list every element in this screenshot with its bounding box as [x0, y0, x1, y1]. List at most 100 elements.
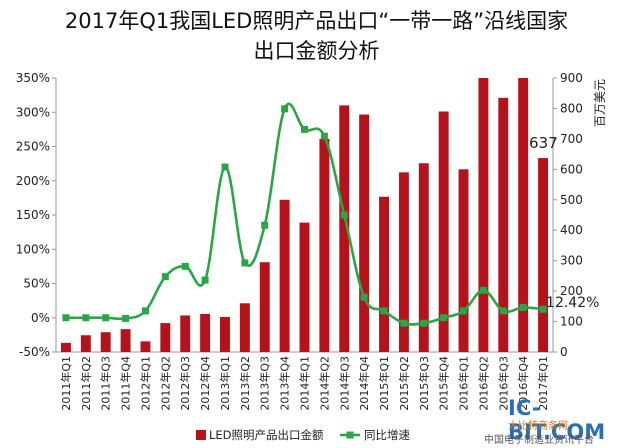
left-tick-label: 250% [16, 140, 50, 154]
growth-rate-point [141, 307, 149, 315]
bar-export-value [478, 78, 489, 352]
x-tick-label: 2011年Q1 [59, 356, 73, 411]
x-tick-label: 2015年Q4 [437, 356, 451, 411]
left-tick-label: 50% [23, 277, 50, 291]
x-tick-label: 2013年Q1 [218, 356, 232, 411]
x-tick-label: 2011年Q3 [99, 356, 113, 411]
bar-export-value [359, 114, 370, 353]
x-tick-label: 2016年Q4 [516, 356, 530, 411]
bar-export-value [100, 332, 111, 352]
bar-export-value [339, 105, 350, 353]
growth-rate-point [460, 307, 468, 315]
growth-rate-point [420, 319, 428, 327]
growth-rate-point [82, 314, 90, 322]
bar-export-value [498, 97, 509, 353]
x-tick-label: 2017年Q1 [536, 356, 550, 411]
growth-rate-point [181, 262, 189, 270]
growth-rate-point [380, 307, 388, 315]
growth-rate-point [440, 314, 448, 322]
bar-export-value [200, 313, 211, 352]
line-data-label: 12.42% [546, 295, 599, 311]
growth-rate-point [241, 259, 249, 267]
x-tick-label: 2011年Q4 [119, 356, 133, 411]
x-tick-label: 2011年Q2 [79, 356, 93, 411]
bar-export-value [140, 341, 151, 352]
growth-rate-point [122, 314, 130, 322]
x-tick-label: 2012年Q4 [198, 356, 212, 411]
chart-title-line1: 2017年Q1我国LED照明产品出口“一带一路”沿线国家 [64, 9, 569, 33]
bar-export-value [518, 78, 529, 352]
bar-export-value [160, 323, 171, 352]
watermark-tagline: 大比特商务网 [508, 421, 568, 432]
x-tick-label: 2012年Q3 [178, 356, 192, 411]
right-tick-label: 200 [560, 284, 583, 298]
growth-rate-point [320, 132, 328, 140]
legend-marker-line [346, 431, 354, 439]
x-tick-label: 2014年Q3 [337, 356, 351, 411]
growth-rate-point [340, 211, 348, 219]
x-tick-label: 2016年Q3 [496, 356, 510, 411]
right-axis-title: 百万美元 [593, 79, 607, 127]
watermark-brand: IC-BIT.COM [508, 396, 606, 444]
x-tick-label: 2016年Q1 [457, 356, 471, 411]
growth-rate-point [261, 221, 269, 229]
bar-export-value [299, 222, 310, 352]
x-tick-label: 2015年Q1 [377, 356, 391, 411]
bar-export-value [120, 329, 131, 352]
growth-rate-point [360, 293, 368, 301]
legend-label-bars: LED照明产品出口金额 [209, 428, 324, 442]
growth-rate-point [519, 303, 527, 311]
left-tick-label: 150% [16, 208, 50, 222]
chart-title-line2: 出口金额分析 [253, 39, 380, 63]
left-tick-label: 200% [16, 174, 50, 188]
right-tick-label: 900 [560, 71, 583, 85]
right-tick-label: 0 [560, 345, 568, 359]
growth-rate-point [539, 305, 547, 313]
bar-export-value [60, 342, 71, 352]
right-tick-label: 500 [560, 193, 583, 207]
growth-rate-point [301, 125, 308, 133]
right-tick-label: 100 [560, 315, 583, 329]
right-tick-label: 300 [560, 254, 583, 268]
bar-export-value [239, 303, 250, 352]
x-tick-label: 2014年Q1 [298, 356, 312, 411]
bar-export-value [180, 315, 191, 352]
x-tick-label: 2015年Q2 [397, 356, 411, 411]
x-tick-label: 2013年Q4 [278, 356, 292, 411]
left-tick-label: 0% [31, 311, 50, 325]
right-tick-label: 800 [560, 101, 583, 115]
legend-swatch-bars [196, 430, 206, 440]
x-tick-label: 2012年Q2 [158, 356, 172, 411]
left-tick-label: -50% [19, 345, 50, 359]
watermark-subtitle: 中国电子制造业资讯平台 [484, 435, 594, 446]
x-tick-label: 2014年Q2 [317, 356, 331, 411]
right-tick-label: 600 [560, 162, 583, 176]
growth-rate-point [102, 314, 110, 322]
growth-rate-point [499, 307, 507, 315]
growth-rate-point [62, 314, 70, 322]
bar-export-value [259, 262, 270, 352]
right-tick-label: 400 [560, 223, 583, 237]
growth-rate-point [281, 105, 289, 113]
growth-rate-point [161, 273, 169, 281]
bar-export-value [538, 158, 549, 352]
bar-data-label: 637 [529, 134, 558, 152]
left-tick-label: 100% [16, 242, 50, 256]
growth-rate-point [201, 276, 209, 284]
legend-label-line: 同比增速 [364, 428, 410, 442]
right-tick-label: 700 [560, 132, 583, 146]
x-tick-label: 2013年Q3 [258, 356, 272, 411]
bar-export-value [80, 335, 91, 352]
x-tick-label: 2016年Q2 [476, 356, 490, 411]
x-tick-label: 2014年Q4 [357, 356, 371, 411]
x-tick-label: 2015年Q3 [417, 356, 431, 411]
bar-export-value [319, 138, 330, 352]
x-tick-label: 2012年Q1 [138, 356, 152, 411]
bar-export-value [418, 163, 429, 352]
bar-export-value [220, 316, 230, 352]
bar-export-value [379, 196, 389, 352]
growth-rate-point [221, 163, 229, 171]
growth-rate-point [400, 319, 408, 327]
x-tick-label: 2013年Q2 [238, 356, 252, 411]
